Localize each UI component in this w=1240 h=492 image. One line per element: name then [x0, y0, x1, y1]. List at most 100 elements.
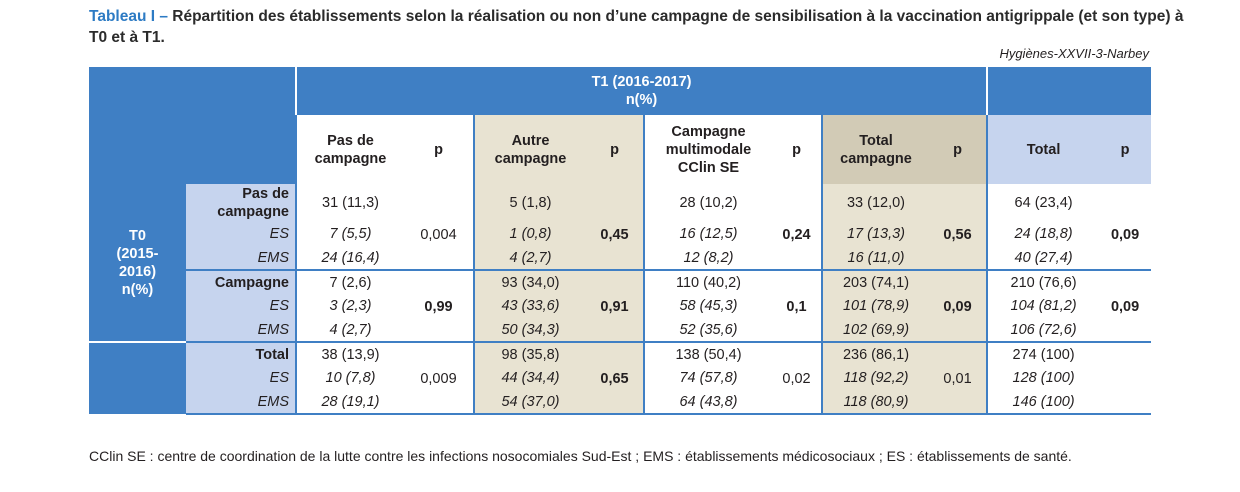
t1-header: T1 (2016-2017) n(%) [294, 67, 988, 115]
table-cell: 274 (100) [986, 341, 1100, 366]
column-header-6: Total campagne [821, 115, 929, 184]
column-header-line: Campagne [671, 123, 746, 140]
p-value: 0,09 [1110, 227, 1140, 243]
column-header-line: Total [1026, 141, 1061, 158]
footnote: CClin SE : centre de coordination de la … [89, 448, 1072, 464]
p-value: 0,56 [929, 222, 988, 270]
table-row: Total 38 (13,9) 98 (35,8) 138 (50,4) 236 (86… [89, 341, 1152, 414]
table-cell: 52 (35,6) [643, 318, 772, 342]
column-header-8: Total [986, 115, 1100, 184]
table-title-text: Répartition des établissements selon la … [89, 8, 1184, 46]
table-cell: 118 (92,2) [821, 366, 929, 390]
column-header-line: p [434, 141, 443, 158]
row-group-label: Total [186, 341, 296, 366]
column-header-line: Pas de [327, 132, 374, 149]
table-cell: 38 (13,9) [295, 341, 404, 366]
table-cell: 12 (8,2) [643, 246, 772, 270]
table-row: EMS 28 (19,1) 54 (37,0) 64 (43,8) 118 (80,9)… [89, 390, 1151, 415]
t1-header-line2: n(%) [625, 92, 658, 108]
column-header-line: Autre [511, 132, 550, 149]
table-cell: 64 (23,4) [986, 184, 1100, 222]
p-cell-empty [929, 184, 988, 222]
p-value: 0,004 [420, 227, 457, 243]
t0-header-line: (2015- [116, 245, 159, 262]
table-cell: 146 (100) [986, 390, 1100, 415]
t1-header-line1: T1 (2016-2017) [591, 74, 692, 90]
table-cell: 40 (27,4) [986, 246, 1100, 270]
table-cell: 110 (40,2) [643, 269, 772, 294]
table-cell: 10 (7,8) [295, 366, 404, 390]
t0-header-line: T0 [129, 227, 146, 244]
table-row: ES 7 (5,5) 0,004 1 (0,8) 0,45 16 (12,5) 0,24 17… [89, 222, 1151, 270]
table-cell: 24 (18,8) [986, 222, 1100, 246]
t0-header-line: n(%) [121, 281, 154, 298]
row-label-ems: EMS [186, 318, 296, 342]
table-cell: 5 (1,8) [473, 184, 586, 222]
table-cell: 4 (2,7) [295, 318, 404, 342]
p-value: 0,24 [782, 227, 811, 243]
column-header-line: p [953, 141, 962, 158]
table-cell: 31 (11,3) [295, 184, 404, 222]
row-label-ems: EMS [186, 390, 296, 415]
table-cell: 28 (19,1) [295, 390, 404, 415]
table-cell: 98 (35,8) [473, 341, 586, 366]
table-cell: 7 (2,6) [295, 269, 404, 294]
column-header-2: Autre campagne [473, 115, 586, 184]
column-header-line: p [610, 141, 619, 158]
p-cell-empty [772, 341, 822, 366]
table-cell: 7 (5,5) [295, 222, 404, 246]
column-header-0: Pas de campagne [295, 115, 404, 184]
table-cell: 16 (11,0) [821, 246, 929, 270]
column-header-line: Total [859, 132, 893, 149]
column-header-line: p [1120, 141, 1130, 158]
t0-header: T0 (2015- 2016) n(%) [89, 184, 186, 342]
table-cell: 236 (86,1) [821, 341, 929, 366]
table-cell: 33 (12,0) [821, 184, 929, 222]
p-value: 0,91 [586, 294, 644, 342]
table-cell: 43 (33,6) [473, 294, 586, 318]
p-value: 0,1 [786, 299, 807, 315]
p-cell-empty [772, 269, 822, 294]
column-header-line: campagne [494, 150, 567, 167]
table-cell: 138 (50,4) [643, 341, 772, 366]
row-label-ems: EMS [186, 246, 296, 270]
total-left-block [89, 341, 186, 414]
table-cell: 106 (72,6) [986, 318, 1100, 342]
column-header-line: CClin SE [677, 159, 740, 176]
p-cell-empty [1099, 269, 1152, 294]
row-label-es: ES [186, 366, 296, 390]
column-header-5: p [772, 115, 822, 184]
column-header-line: campagne [840, 150, 912, 167]
table-cell: 102 (69,9) [821, 318, 929, 342]
table-cell: 101 (78,9) [821, 294, 929, 318]
table-cell: 16 (12,5) [643, 222, 772, 246]
column-header-4: Campagne multimodale CClin SE [643, 115, 772, 184]
p-cell-empty [404, 269, 474, 294]
p-value: 0,009 [404, 366, 474, 415]
p-value: 0,09 [1110, 299, 1140, 315]
row-group-label-line: Total [255, 346, 289, 363]
row-label-es: ES [186, 294, 296, 318]
p-cell-empty [586, 341, 644, 366]
table-cell: 24 (16,4) [295, 246, 404, 270]
source-label: Hygiènes-XXVII-3-Narbey [999, 46, 1149, 61]
table-cell: 74 (57,8) [643, 366, 772, 390]
p-value: 0,02 [772, 366, 822, 415]
p-value: 0,99 [424, 299, 453, 315]
column-header-3: p [586, 115, 644, 184]
p-value: 0,45 [586, 222, 644, 270]
table-row: EMS 24 (16,4) 4 (2,7) 12 (8,2) 16 (11,0) 40 (… [89, 246, 1151, 270]
p-cell-empty [929, 341, 988, 366]
table-cell: 1 (0,8) [473, 222, 586, 246]
column-header-line: campagne [314, 150, 387, 167]
p-value: 0,65 [586, 366, 644, 415]
p-cell-empty [404, 341, 474, 366]
data-table: T1 (2016-2017) n(%) Pas de campagne p Autre… [89, 67, 1152, 415]
column-header-line: multimodale [665, 141, 752, 158]
table-row: T0 (2015- 2016) n(%) Pas de campagne 31 (11,3)… [89, 184, 1151, 342]
total-header-top [986, 67, 1152, 115]
table-cell: 4 (2,7) [473, 246, 586, 270]
table-cell: 44 (34,4) [473, 366, 586, 390]
table-row: ES 10 (7,8) 0,009 44 (34,4) 0,65 74 (57,8) 0,0… [89, 366, 1152, 415]
table-row: EMS 4 (2,7) 50 (34,3) 52 (35,6) 102 (69,9) 10… [89, 318, 1151, 342]
